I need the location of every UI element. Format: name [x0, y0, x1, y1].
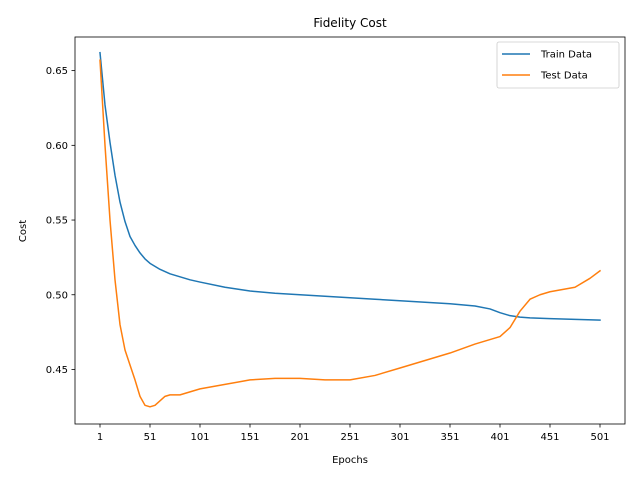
y-tick-label: 0.55 [46, 216, 68, 227]
legend-label-train-data: Train Data [540, 50, 592, 61]
y-tick-label: 0.60 [46, 141, 68, 152]
x-tick-label: 351 [440, 432, 459, 443]
series-line-train-data [99, 51, 601, 321]
x-axis-ticks: 1 51 101 151 201 251 301 351 401 451 501 [97, 424, 610, 443]
x-tick-label: 151 [240, 432, 259, 443]
chart-title: Fidelity Cost [313, 16, 387, 30]
x-tick-label: 1 [97, 432, 103, 443]
x-tick-label: 501 [590, 432, 609, 443]
y-tick-label: 0.50 [46, 290, 68, 301]
y-axis-label: Cost [18, 220, 29, 242]
x-tick-label: 401 [490, 432, 509, 443]
x-tick-label: 101 [190, 432, 209, 443]
series-layer [99, 51, 602, 408]
x-tick-label: 51 [144, 432, 157, 443]
y-tick-label: 0.45 [46, 365, 68, 376]
y-axis-ticks: 0.45 0.50 0.55 0.60 0.65 [46, 66, 75, 376]
x-tick-label: 201 [290, 432, 309, 443]
x-tick-label: 251 [340, 432, 359, 443]
legend: Train Data Test Data [496, 41, 620, 89]
x-tick-label: 451 [540, 432, 559, 443]
x-axis-label: Epochs [332, 455, 368, 466]
x-tick-label: 301 [390, 432, 409, 443]
series-line-test-data [99, 59, 602, 408]
legend-label-test-data: Test Data [540, 71, 588, 82]
y-tick-label: 0.65 [46, 66, 68, 77]
